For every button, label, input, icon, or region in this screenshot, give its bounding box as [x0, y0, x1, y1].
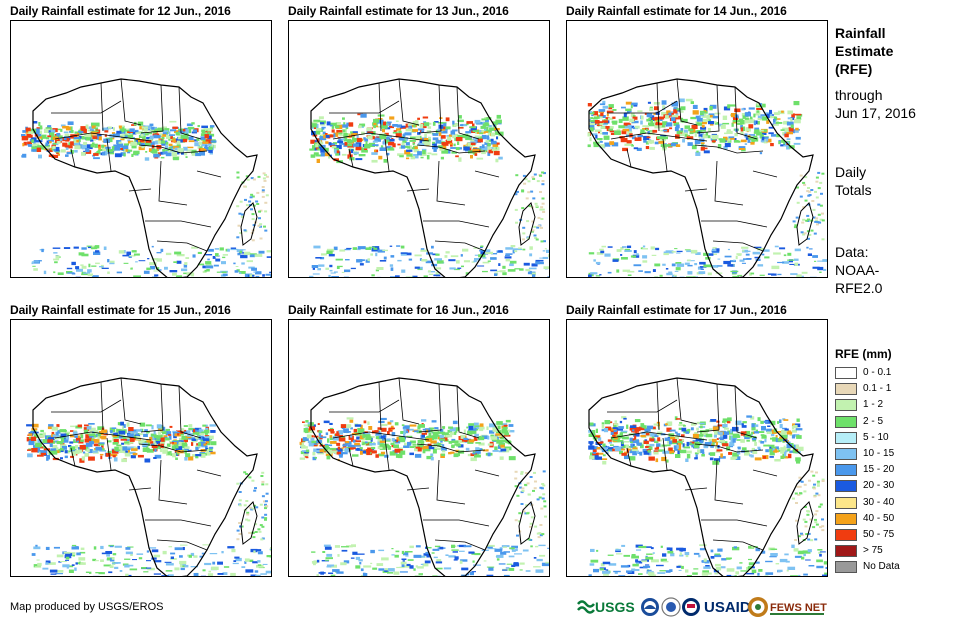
legend-item: 20 - 30	[835, 478, 960, 494]
legend-swatch	[835, 480, 857, 493]
fewsnet-text: FEWS NET	[770, 602, 827, 614]
legend-label: 20 - 30	[863, 480, 895, 492]
legend-swatch	[835, 447, 857, 460]
legend-label: 2 - 5	[863, 415, 884, 427]
totals-label: Daily Totals	[835, 163, 872, 199]
totals-line: Daily	[835, 164, 867, 180]
legend-label: 5 - 10	[863, 431, 889, 443]
logos-graphic: USGS USAID FEWS NET	[577, 597, 827, 617]
legend-label: 15 - 20	[863, 464, 895, 476]
panel-title: Daily Rainfall estimate for 14 Jun., 201…	[566, 4, 787, 18]
legend-swatch	[835, 512, 857, 525]
usgs-logo: USGS	[577, 599, 635, 615]
through-value: Jun 17, 2016	[835, 105, 916, 121]
legend-swatch	[835, 383, 857, 396]
panel-title: Daily Rainfall estimate for 16 Jun., 201…	[288, 303, 509, 317]
legend-swatch	[835, 496, 857, 509]
legend-item: 0.1 - 1	[835, 381, 960, 397]
legend-swatch	[835, 528, 857, 541]
through-label: through	[835, 87, 883, 103]
legend-label: 40 - 50	[863, 512, 895, 524]
legend-label: 50 - 75	[863, 528, 895, 540]
product-title-line: (RFE)	[835, 61, 873, 77]
map-panel-12-jun: Daily Rainfall estimate for 12 Jun., 201…	[10, 4, 272, 278]
legend-swatch	[835, 431, 857, 444]
legend-swatch	[835, 545, 857, 558]
rainfall-map	[288, 20, 550, 278]
map-panel-13-jun: Daily Rainfall estimate for 13 Jun., 201…	[288, 4, 550, 278]
legend-label: 10 - 15	[863, 447, 895, 459]
fewsnet-logo: FEWS NET	[748, 597, 827, 617]
legend-item: 0 - 0.1	[835, 365, 960, 381]
panel-title: Daily Rainfall estimate for 12 Jun., 201…	[10, 4, 231, 18]
legend-items: 0 - 0.1 0.1 - 1 1 - 2 2 - 5 5 - 10 10 - 15 15 …	[835, 365, 960, 575]
legend-item: No Data	[835, 559, 960, 575]
source-line: RFE2.0	[835, 280, 883, 296]
legend-item: > 75	[835, 543, 960, 559]
source-line: NOAA-	[835, 262, 880, 278]
panel-title: Daily Rainfall estimate for 13 Jun., 201…	[288, 4, 509, 18]
legend-label: 0 - 0.1	[863, 367, 892, 378]
legend-label: 1 - 2	[863, 399, 884, 411]
product-title-line: Rainfall	[835, 25, 886, 41]
noaa-logo	[641, 598, 659, 616]
legend-swatch	[835, 415, 857, 428]
rainfall-map	[566, 319, 828, 577]
legend-label: > 75	[863, 545, 883, 557]
legend-item: 40 - 50	[835, 511, 960, 527]
panel-title: Daily Rainfall estimate for 17 Jun., 201…	[566, 303, 787, 317]
legend-item: 30 - 40	[835, 495, 960, 511]
legend-swatch	[835, 399, 857, 412]
legend-swatch	[835, 464, 857, 477]
legend-swatch	[835, 561, 857, 574]
legend-label: 30 - 40	[863, 496, 895, 508]
map-panel-15-jun: Daily Rainfall estimate for 15 Jun., 201…	[10, 303, 272, 577]
rainfall-map	[288, 319, 550, 577]
legend-label: No Data	[863, 561, 900, 573]
legend-item: 50 - 75	[835, 527, 960, 543]
usgs-text: USGS	[595, 599, 635, 615]
map-panel-16-jun: Daily Rainfall estimate for 16 Jun., 201…	[288, 303, 550, 577]
rainfall-map	[10, 20, 272, 278]
legend-swatch	[835, 367, 857, 379]
panel-title: Daily Rainfall estimate for 15 Jun., 201…	[10, 303, 231, 317]
source-line: Data:	[835, 244, 869, 260]
product-title: Rainfall Estimate (RFE)	[835, 24, 893, 78]
legend-title: RFE (mm)	[835, 347, 892, 361]
rainfall-map	[566, 20, 828, 278]
through-date: through Jun 17, 2016	[835, 86, 916, 122]
map-panel-17-jun: Daily Rainfall estimate for 17 Jun., 201…	[566, 303, 828, 577]
data-source: Data: NOAA- RFE2.0	[835, 243, 882, 297]
doc-seal-icon	[661, 597, 681, 617]
legend-item: 5 - 10	[835, 430, 960, 446]
legend-item: 1 - 2	[835, 397, 960, 413]
usaid-logo: USAID	[682, 598, 751, 616]
legend-item: 2 - 5	[835, 414, 960, 430]
legend-item: 15 - 20	[835, 462, 960, 478]
rainfall-map	[10, 319, 272, 577]
legend-label: 0.1 - 1	[863, 383, 892, 395]
map-panel-14-jun: Daily Rainfall estimate for 14 Jun., 201…	[566, 4, 828, 278]
legend: RFE (mm) 0 - 0.1 0.1 - 1 1 - 2 2 - 5 5 - 10 1…	[835, 347, 960, 575]
totals-line: Totals	[835, 182, 872, 198]
agency-logos: USGS USAID FEWS NET	[577, 595, 827, 621]
map-credit: Map produced by USGS/EROS	[10, 601, 164, 613]
usaid-text: USAID	[704, 599, 751, 616]
legend-item: 10 - 15	[835, 446, 960, 462]
product-title-line: Estimate	[835, 43, 894, 59]
